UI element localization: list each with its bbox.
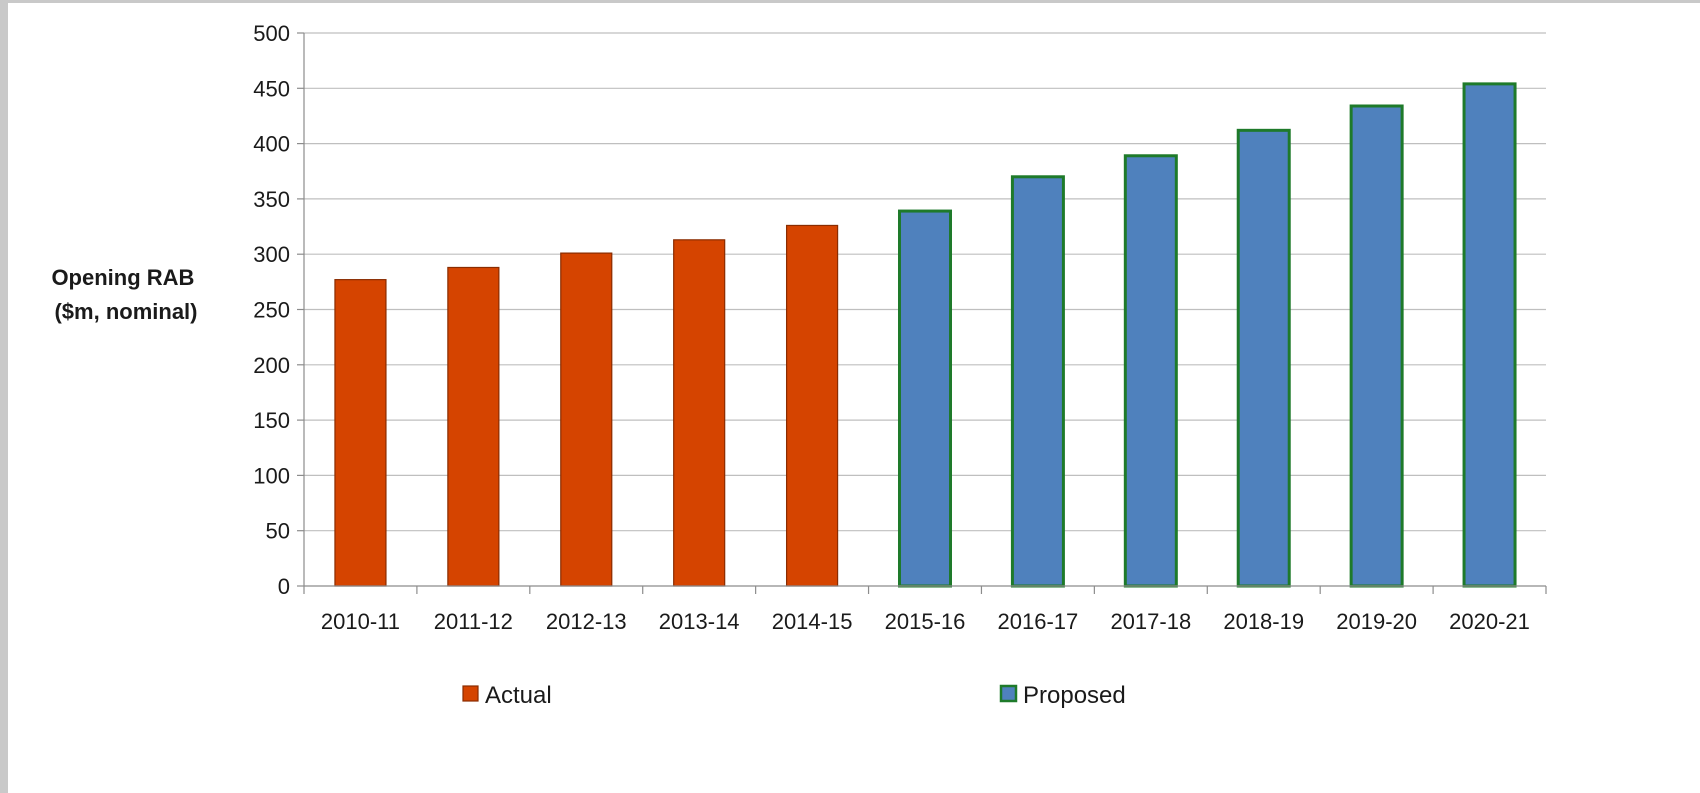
x-tick-label-2016-17: 2016-17 bbox=[998, 609, 1079, 634]
y-tick-labels: 0 50 100 150 200 250 300 350 400 450 500 bbox=[253, 21, 304, 599]
bar-actual-2011-12 bbox=[447, 266, 500, 587]
y-axis-label-line-2: ($m, nominal) bbox=[54, 299, 197, 324]
y-tick-label-50: 50 bbox=[266, 519, 290, 544]
legend-label-actual: Actual bbox=[485, 682, 552, 709]
y-tick-label-200: 200 bbox=[253, 353, 290, 378]
y-tick-label-400: 400 bbox=[253, 132, 290, 157]
chart-frame: 0 50 100 150 200 250 300 350 400 450 500 2010-11 20… bbox=[8, 3, 1700, 793]
bar-actual-2010-11 bbox=[334, 279, 387, 587]
y-tick-label-250: 250 bbox=[253, 298, 290, 323]
x-tick-label-2013-14: 2013-14 bbox=[659, 609, 740, 634]
x-tick-labels: 2010-11 2011-12 2012-13 2013-14 2014-15 2015-… bbox=[321, 609, 1530, 634]
bar-actual-2013-14 bbox=[673, 239, 726, 587]
y-tick-label-350: 350 bbox=[253, 187, 290, 212]
y-tick-label-150: 150 bbox=[253, 408, 290, 433]
x-tick-label-2011-12: 2011-12 bbox=[434, 609, 513, 634]
y-tick-label-300: 300 bbox=[253, 242, 290, 267]
x-tick-label-2012-13: 2012-13 bbox=[546, 609, 627, 634]
x-tick-label-2020-21: 2020-21 bbox=[1449, 609, 1530, 634]
bar-actual-2014-15 bbox=[785, 224, 839, 587]
x-tick-label-2015-16: 2015-16 bbox=[885, 609, 966, 634]
x-tick-label-2014-15: 2014-15 bbox=[772, 609, 853, 634]
y-axis-label: Opening RAB ($m, nominal) bbox=[51, 265, 200, 324]
bar-proposed-2019-20 bbox=[1349, 104, 1404, 588]
legend-label-proposed: Proposed bbox=[1023, 682, 1126, 709]
bar-proposed-2015-16 bbox=[898, 209, 952, 588]
legend-swatch-proposed bbox=[999, 684, 1018, 703]
bar-proposed-2018-19 bbox=[1236, 128, 1291, 588]
y-tick-label-0: 0 bbox=[278, 574, 290, 599]
x-tick-label-2017-18: 2017-18 bbox=[1110, 609, 1191, 634]
y-tick-label-500: 500 bbox=[253, 21, 290, 46]
x-tick-label-2019-20: 2019-20 bbox=[1336, 609, 1417, 634]
bar-proposed-2020-21 bbox=[1462, 82, 1517, 588]
bars bbox=[334, 82, 1517, 588]
y-axis-label-line-1: Opening RAB bbox=[51, 265, 194, 290]
y-tick-label-100: 100 bbox=[253, 463, 290, 488]
legend-swatch-actual bbox=[462, 685, 479, 702]
x-tick-label-2018-19: 2018-19 bbox=[1223, 609, 1304, 634]
x-tick-label-2010-11: 2010-11 bbox=[321, 609, 400, 634]
legend: Actual Proposed bbox=[462, 682, 1126, 709]
bar-proposed-2016-17 bbox=[1010, 175, 1065, 588]
bar-proposed-2017-18 bbox=[1123, 154, 1178, 588]
y-tick-label-450: 450 bbox=[253, 76, 290, 101]
bar-actual-2012-13 bbox=[560, 252, 613, 587]
